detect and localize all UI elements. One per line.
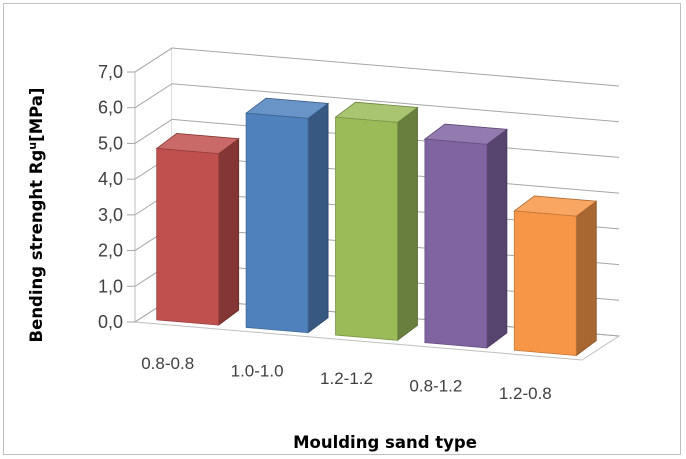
bar-group <box>513 195 598 357</box>
x-tick-label: 0.8-1.2 <box>409 377 462 396</box>
bar-side <box>397 106 418 342</box>
y-axis-title-superscript: u <box>26 142 39 150</box>
y-tick-label: 2,0 <box>98 241 123 261</box>
y-tick-label: 7,0 <box>98 62 123 82</box>
bar <box>424 138 488 349</box>
gridline-7 <box>134 47 620 87</box>
y-tick-label: 6,0 <box>98 98 123 118</box>
y-axis-title: Bending strenght Rgu[MPa] <box>26 88 46 343</box>
bar-group <box>423 123 508 349</box>
bar <box>335 116 398 341</box>
x-axis-title: Moulding sand type <box>293 433 477 452</box>
x-tick-label: 0.8-0.8 <box>141 354 194 373</box>
x-tick-labels: 0.8-0.8 1.0-1.0 1.2-1.2 0.8-1.2 1.2-0.8 <box>141 354 552 403</box>
y-tick-label: 3,0 <box>98 205 123 225</box>
y-axis-title-main: Bending strenght Rg <box>27 150 46 343</box>
x-tick-label: 1.0-1.0 <box>231 361 284 380</box>
y-tick-label: 5,0 <box>98 133 123 153</box>
bar-side <box>575 200 597 357</box>
y-tick-labels: 0,0 1,0 2,0 3,0 4,0 5,0 6,0 7,0 <box>98 62 123 332</box>
bar <box>245 112 309 334</box>
x-tick-label: 1.2-0.8 <box>499 384 552 403</box>
bar-group <box>245 97 330 334</box>
y-tick-label: 0,0 <box>98 312 123 332</box>
y-tick-label: 4,0 <box>98 169 123 189</box>
bar <box>156 147 220 326</box>
y-axis-title-unit: [MPa] <box>27 88 46 142</box>
gridline-6 <box>134 83 620 123</box>
bar-side <box>307 102 329 334</box>
x-tick-label: 1.2-1.2 <box>320 369 373 388</box>
bars <box>155 97 598 357</box>
y-tick-label: 1,0 <box>98 276 123 296</box>
bar <box>513 210 577 356</box>
bar-group <box>155 133 240 326</box>
bar-side <box>218 137 240 326</box>
bar-side <box>486 128 508 349</box>
bar-group <box>334 101 419 342</box>
